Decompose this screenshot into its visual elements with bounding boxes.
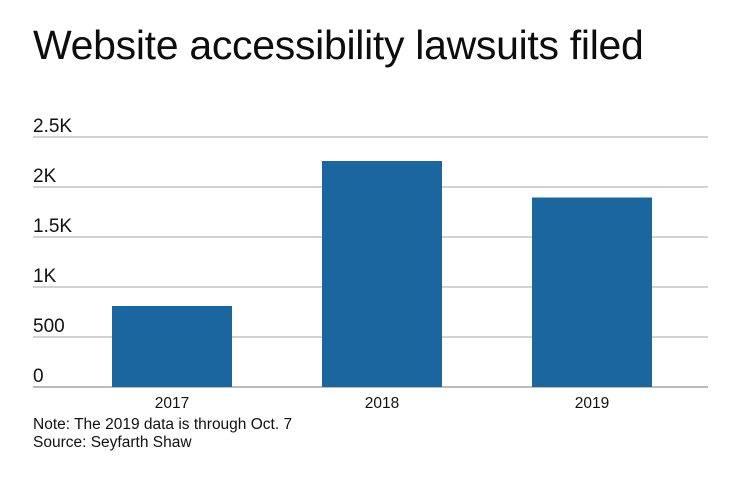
x-tick-label: 2019: [575, 395, 609, 412]
chart-title: Website accessibility lawsuits filed: [33, 22, 644, 68]
bar: [532, 197, 652, 387]
y-tick-label: 1.5K: [33, 216, 72, 237]
y-tick-label: 500: [33, 316, 65, 337]
y-tick-label: 2K: [33, 166, 57, 187]
y-tick-label: 0: [33, 366, 44, 387]
y-tick-label: 2.5K: [33, 116, 72, 137]
chart-source: Source: Seyfarth Shaw: [33, 434, 192, 451]
x-tick-label: 2018: [365, 395, 399, 412]
bar: [112, 306, 232, 387]
y-tick-label: 1K: [33, 266, 57, 287]
x-tick-label: 2017: [155, 395, 189, 412]
chart-note: Note: The 2019 data is through Oct. 7: [33, 416, 293, 433]
bar: [322, 161, 442, 387]
